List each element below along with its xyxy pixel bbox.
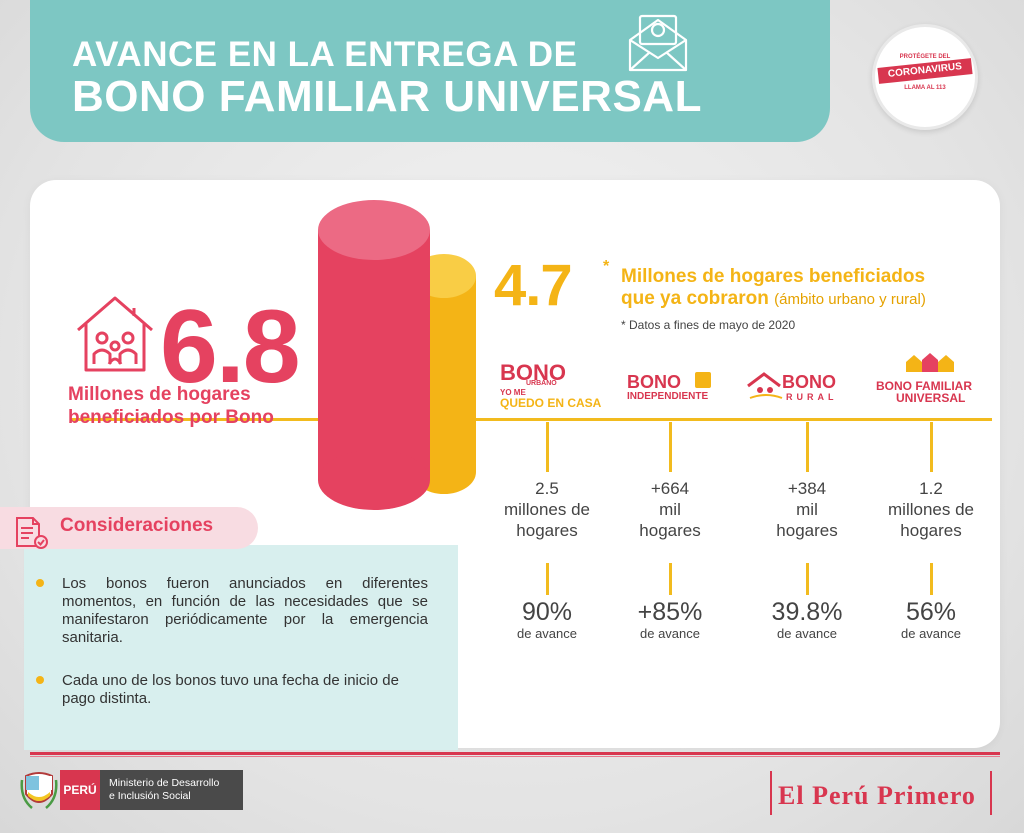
second-caption-main: que ya cobraron xyxy=(621,288,769,309)
coronavirus-stamp: PROTÉGETE DEL CORONAVIRUS LLAMA AL 113 xyxy=(872,24,978,130)
considerations-title: Consideraciones xyxy=(60,515,214,536)
logo-familiar-line2: UNIVERSAL xyxy=(896,391,966,405)
ministry-label: Ministerio de Desarrollo e Inclusión Soc… xyxy=(100,770,243,810)
vline-top xyxy=(546,422,549,472)
program-column-independiente: BONO INDEPENDIENTE +664 mil hogares +85%… xyxy=(605,360,735,650)
second-caption-line1: Millones de hogares beneficiados xyxy=(621,266,926,287)
bullet-dot xyxy=(36,676,44,684)
logo-familiar-line1: BONO FAMILIAR xyxy=(876,379,972,393)
program-value: +664 mil hogares xyxy=(605,478,735,541)
brand-logo: El Perú Primero xyxy=(778,781,976,810)
program-column-familiar-universal: BONO FAMILIAR UNIVERSAL 1.2 millones de … xyxy=(866,353,996,650)
vline-bottom xyxy=(806,563,809,595)
brand-frame xyxy=(770,771,992,815)
value-number: 1.2 xyxy=(919,479,943,498)
logo-bono-rural: BONO RURAL xyxy=(742,360,872,418)
value-label: hogares xyxy=(516,521,578,540)
vline-bottom xyxy=(546,563,549,595)
progress-percent: 90% xyxy=(521,598,573,626)
header-band xyxy=(30,0,830,142)
logo-rural-line2: RURAL xyxy=(786,392,838,402)
envelope-money-icon xyxy=(626,12,690,79)
vline-bottom xyxy=(669,563,672,595)
logo-bono-urbano: BONO URBANO YO ME QUEDO EN CASA xyxy=(482,360,612,418)
peru-label: PERÚ xyxy=(60,770,100,810)
progress-percent: 56% xyxy=(905,598,957,626)
logo-urbano-line1: BONO xyxy=(500,360,566,385)
value-label: hogares xyxy=(639,521,701,540)
logo-rural-line1: BONO xyxy=(782,372,836,392)
bullet-dot xyxy=(36,579,44,587)
document-check-icon xyxy=(13,516,49,555)
second-caption-line2: que ya cobraron (ámbito urbano y rural) xyxy=(621,288,926,310)
rural-house-icon xyxy=(747,372,783,399)
progress-percent: +85% xyxy=(637,598,703,626)
ministry-line2: e Inclusión Social xyxy=(109,790,191,802)
houses-icon xyxy=(906,353,954,372)
coat-of-arms-icon xyxy=(20,770,58,817)
logo-urbano-line2: YO ME xyxy=(500,388,526,397)
logo-independiente-line1: BONO xyxy=(627,372,681,392)
consideration-item: Cada uno de los bonos tuvo una fecha de … xyxy=(62,672,399,707)
footer-rule xyxy=(30,752,1000,755)
logo-urbano-sub: URBANO xyxy=(526,380,557,387)
program-column-rural: BONO RURAL +384 mil hogares 39.8% de ava… xyxy=(742,360,872,650)
house-family-icon xyxy=(72,292,158,379)
progress-label: de avance xyxy=(901,626,961,641)
logo-bono-familiar-universal: BONO FAMILIAR UNIVERSAL xyxy=(866,353,996,418)
main-caption: Millones de hogares beneficiados por Bon… xyxy=(68,383,274,429)
title-line2: BONO FAMILIAR UNIVERSAL xyxy=(72,72,702,121)
red-cylinder xyxy=(318,200,430,515)
value-unit: mil xyxy=(796,500,818,519)
vline-bottom xyxy=(930,563,933,595)
value-label: hogares xyxy=(900,521,962,540)
progress-label: de avance xyxy=(640,626,700,641)
consideration-item: Los bonos fueron anunciados en diferente… xyxy=(62,575,428,646)
value-unit: mil xyxy=(659,500,681,519)
progress-label: de avance xyxy=(777,626,837,641)
considerations-box xyxy=(24,545,458,750)
vline-top xyxy=(669,422,672,472)
stamp-bottom-text: LLAMA AL 113 xyxy=(904,85,946,91)
main-caption-line1: Millones de hogares xyxy=(68,384,251,405)
program-value: 2.5 millones de hogares xyxy=(482,478,612,541)
value-number: 2.5 xyxy=(535,479,559,498)
stamp-top-text: PROTÉGETE DEL xyxy=(899,54,951,60)
stamp-main-text: CORONAVIRUS xyxy=(877,58,973,84)
program-column-urbano: BONO URBANO YO ME QUEDO EN CASA 2.5 mill… xyxy=(482,360,612,650)
data-note: * Datos a fines de mayo de 2020 xyxy=(621,318,796,332)
second-caption-note: (ámbito urbano y rural) xyxy=(774,291,926,308)
value-number: +664 xyxy=(650,479,690,498)
main-caption-line2: beneficiados por Bono xyxy=(68,407,274,428)
logo-bono-independiente: BONO INDEPENDIENTE xyxy=(605,360,735,418)
program-value: 1.2 millones de hogares xyxy=(866,478,996,541)
title-line1: AVANCE EN LA ENTREGA DE xyxy=(72,35,578,74)
progress-percent: 39.8% xyxy=(771,598,843,626)
vline-top xyxy=(930,422,933,472)
asterisk: * xyxy=(603,258,610,275)
logo-independiente-line2: INDEPENDIENTE xyxy=(627,391,709,402)
value-number: +384 xyxy=(787,479,827,498)
ministry-line1: Ministerio de Desarrollo xyxy=(109,777,220,789)
progress-label: de avance xyxy=(517,626,577,641)
footer-rule-thin xyxy=(30,756,1000,757)
program-value: +384 mil hogares xyxy=(742,478,872,541)
briefcase-icon xyxy=(695,372,711,388)
value-label: hogares xyxy=(776,521,838,540)
second-number: 4.7 xyxy=(494,253,573,318)
vline-top xyxy=(806,422,809,472)
value-unit: millones de xyxy=(888,500,974,519)
value-unit: millones de xyxy=(504,500,590,519)
logo-urbano-line3: QUEDO EN CASA xyxy=(500,396,602,410)
timeline-line xyxy=(70,418,992,421)
main-number: 6.8 xyxy=(160,289,301,405)
